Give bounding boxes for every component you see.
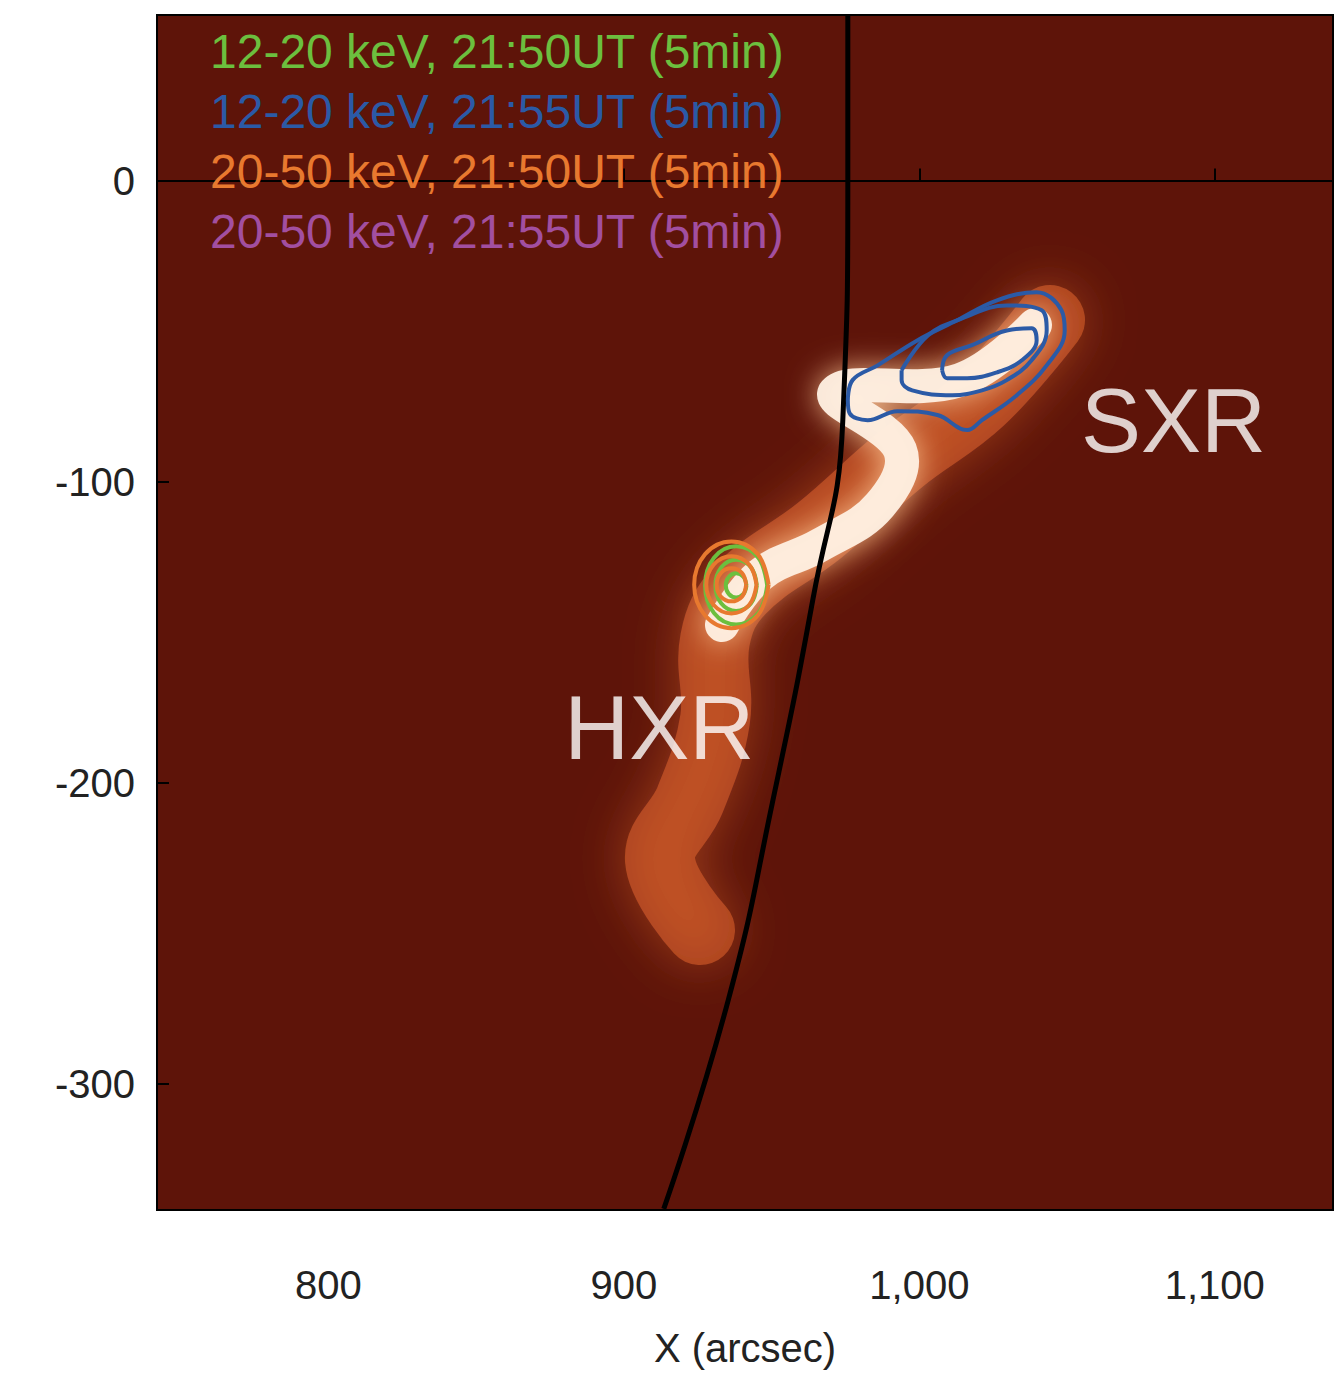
svg-text:HXR: HXR — [564, 678, 754, 778]
svg-text:900: 900 — [590, 1263, 657, 1307]
svg-text:20-50 keV, 21:55UT (5min): 20-50 keV, 21:55UT (5min) — [210, 205, 784, 258]
svg-text:X (arcsec): X (arcsec) — [654, 1326, 836, 1370]
svg-text:12-20 keV, 21:50UT (5min): 12-20 keV, 21:50UT (5min) — [210, 25, 784, 78]
svg-text:12-20 keV, 21:55UT (5min): 12-20 keV, 21:55UT (5min) — [210, 85, 784, 138]
svg-text:-100: -100 — [55, 460, 135, 504]
svg-text:800: 800 — [295, 1263, 362, 1307]
svg-text:-300: -300 — [55, 1062, 135, 1106]
svg-text:-200: -200 — [55, 761, 135, 805]
svg-text:1,000: 1,000 — [869, 1263, 969, 1307]
svg-text:20-50 keV, 21:50UT (5min): 20-50 keV, 21:50UT (5min) — [210, 145, 784, 198]
svg-text:0: 0 — [113, 159, 135, 203]
svg-text:1,100: 1,100 — [1165, 1263, 1265, 1307]
svg-text:SXR: SXR — [1081, 371, 1266, 471]
